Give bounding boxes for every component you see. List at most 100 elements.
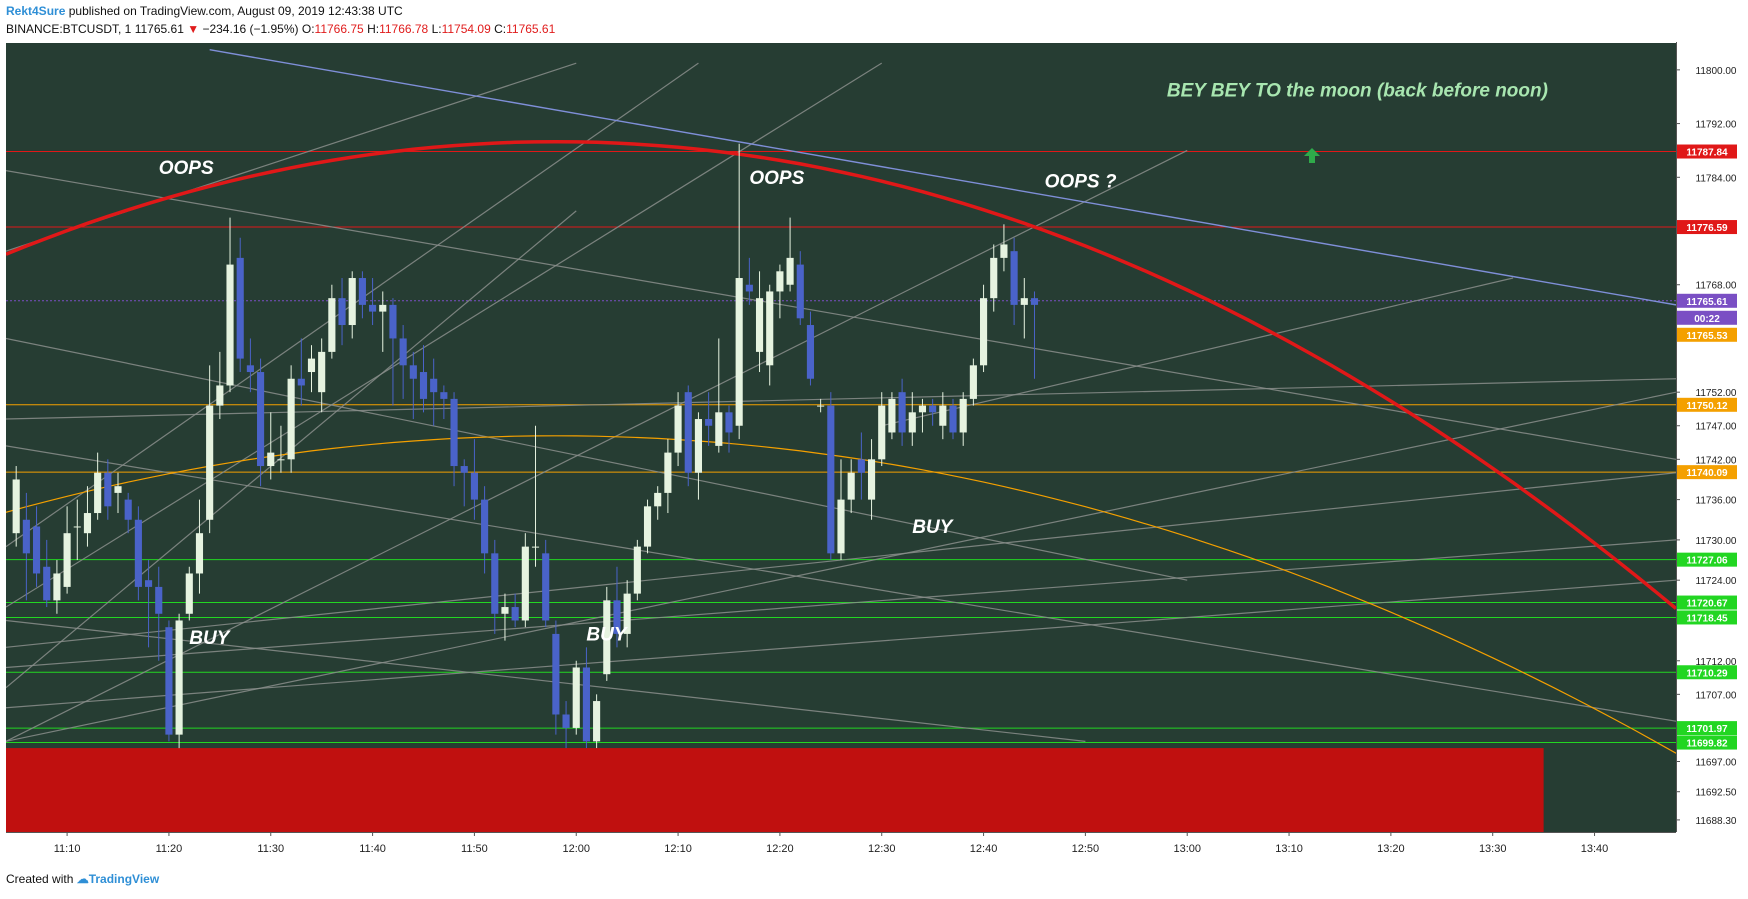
candle-body[interactable] bbox=[755, 298, 764, 352]
symbol-label[interactable]: BINANCE:BTCUSDT, 1 bbox=[6, 22, 132, 36]
candle-body[interactable] bbox=[572, 667, 580, 728]
candle-body[interactable] bbox=[32, 526, 41, 574]
orange-arc-curve[interactable] bbox=[6, 435, 1676, 754]
candle-body[interactable] bbox=[1010, 251, 1018, 305]
candle-body[interactable] bbox=[12, 479, 20, 534]
candle-body[interactable] bbox=[430, 378, 438, 393]
candle-body[interactable] bbox=[409, 365, 417, 379]
candle-body[interactable] bbox=[73, 526, 81, 528]
candle-body[interactable] bbox=[694, 419, 703, 473]
candle-body[interactable] bbox=[470, 472, 478, 500]
candle-body[interactable] bbox=[735, 278, 743, 426]
candle-body[interactable] bbox=[857, 459, 865, 473]
candle-body[interactable] bbox=[817, 405, 825, 407]
candle-body[interactable] bbox=[195, 533, 204, 574]
candle-body[interactable] bbox=[236, 257, 244, 359]
candle-body[interactable] bbox=[847, 472, 855, 500]
candle-body[interactable] bbox=[888, 398, 896, 433]
candle-body[interactable] bbox=[939, 405, 947, 426]
candle-body[interactable] bbox=[643, 506, 652, 547]
candle-body[interactable] bbox=[603, 600, 611, 675]
tradingview-brand[interactable]: TradingView bbox=[88, 872, 160, 886]
candle-body[interactable] bbox=[216, 385, 224, 406]
annotation-text[interactable]: BUY bbox=[189, 628, 231, 649]
trend-line[interactable] bbox=[6, 579, 1676, 709]
candle-body[interactable] bbox=[63, 533, 71, 587]
trend-line[interactable] bbox=[6, 378, 1676, 420]
candle-body[interactable] bbox=[53, 573, 61, 601]
candle-body[interactable] bbox=[674, 405, 682, 453]
candle-body[interactable] bbox=[450, 398, 458, 467]
candle-body[interactable] bbox=[267, 452, 275, 467]
candle-body[interactable] bbox=[552, 633, 560, 715]
candle-body[interactable] bbox=[185, 573, 193, 614]
candle-body[interactable] bbox=[664, 452, 672, 493]
candle-body[interactable] bbox=[379, 304, 387, 312]
price-axis-background[interactable] bbox=[1676, 42, 1748, 832]
candle-body[interactable] bbox=[175, 620, 183, 735]
candle-body[interactable] bbox=[287, 378, 295, 460]
candle-body[interactable] bbox=[226, 264, 234, 386]
candle-body[interactable] bbox=[389, 304, 397, 339]
candle-body[interactable] bbox=[338, 298, 346, 326]
candle-body[interactable] bbox=[949, 405, 957, 433]
candle-body[interactable] bbox=[725, 412, 733, 433]
red-zone-rectangle[interactable] bbox=[6, 748, 1544, 832]
candle-body[interactable] bbox=[277, 459, 285, 461]
candle-body[interactable] bbox=[297, 378, 305, 386]
candle-body[interactable] bbox=[134, 519, 142, 587]
time-axis-background[interactable] bbox=[6, 832, 1676, 864]
candle-body[interactable] bbox=[918, 405, 927, 413]
candle-body[interactable] bbox=[786, 257, 794, 285]
trend-line[interactable] bbox=[881, 277, 1514, 427]
trend-line[interactable] bbox=[6, 337, 1188, 581]
annotation-text[interactable]: OOPS bbox=[159, 158, 214, 179]
candle-body[interactable] bbox=[837, 499, 845, 554]
candle-body[interactable] bbox=[878, 405, 886, 460]
candle-body[interactable] bbox=[144, 580, 153, 587]
tradingview-logo-icon[interactable]: ☁ bbox=[76, 872, 89, 886]
candle-body[interactable] bbox=[715, 412, 723, 446]
candle-body[interactable] bbox=[114, 486, 122, 493]
candle-body[interactable] bbox=[1030, 298, 1039, 305]
candle-body[interactable] bbox=[623, 593, 631, 634]
candle-body[interactable] bbox=[399, 338, 407, 366]
candle-body[interactable] bbox=[165, 627, 173, 735]
candle-body[interactable] bbox=[582, 667, 590, 742]
candle-body[interactable] bbox=[969, 365, 977, 399]
candle-body[interactable] bbox=[867, 459, 876, 500]
author-name[interactable]: Rekt4Sure bbox=[6, 4, 66, 18]
candle-body[interactable] bbox=[491, 553, 499, 614]
candle-body[interactable] bbox=[369, 304, 377, 312]
candle-body[interactable] bbox=[705, 419, 713, 426]
candle-body[interactable] bbox=[521, 546, 529, 621]
candle-body[interactable] bbox=[593, 701, 601, 742]
candle-body[interactable] bbox=[246, 365, 254, 373]
candle-body[interactable] bbox=[206, 405, 214, 520]
candle-body[interactable] bbox=[22, 519, 30, 554]
candle-body[interactable] bbox=[613, 600, 621, 634]
trend-line[interactable] bbox=[6, 169, 1676, 460]
candle-body[interactable] bbox=[440, 392, 448, 399]
candle-body[interactable] bbox=[104, 472, 112, 507]
candle-body[interactable] bbox=[959, 398, 967, 433]
trend-line[interactable] bbox=[6, 539, 1676, 669]
candle-body[interactable] bbox=[124, 499, 132, 520]
candle-body[interactable] bbox=[257, 372, 265, 467]
candle-body[interactable] bbox=[929, 405, 937, 413]
candle-body[interactable] bbox=[358, 278, 366, 305]
candle-body[interactable] bbox=[633, 546, 641, 594]
candle-body[interactable] bbox=[348, 278, 356, 326]
annotation-text[interactable]: OOPS ? bbox=[1045, 171, 1117, 192]
annotation-text[interactable]: BEY BEY TO the moon (back before noon) bbox=[1167, 81, 1548, 102]
candle-body[interactable] bbox=[745, 284, 753, 292]
candle-body[interactable] bbox=[542, 553, 550, 621]
candle-body[interactable] bbox=[460, 466, 468, 473]
candle-body[interactable] bbox=[94, 472, 102, 514]
blue-trend-line[interactable] bbox=[209, 49, 1676, 306]
candle-body[interactable] bbox=[307, 358, 316, 373]
candle-body[interactable] bbox=[155, 586, 163, 614]
price-chart[interactable]: OOPS OOPS OOPS ? BUY BUY BUY BEY BEY TO the mo… bbox=[0, 42, 1748, 868]
candle-body[interactable] bbox=[562, 714, 570, 728]
candle-body[interactable] bbox=[827, 405, 835, 554]
